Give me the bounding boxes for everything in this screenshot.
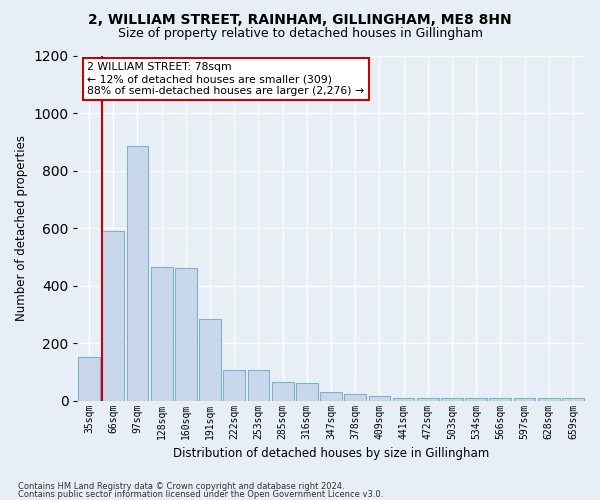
- Text: Contains public sector information licensed under the Open Government Licence v3: Contains public sector information licen…: [18, 490, 383, 499]
- Bar: [272, 382, 293, 400]
- X-axis label: Distribution of detached houses by size in Gillingham: Distribution of detached houses by size …: [173, 447, 489, 460]
- Bar: [344, 394, 366, 400]
- Bar: [199, 318, 221, 400]
- Bar: [78, 358, 100, 401]
- Text: 2 WILLIAM STREET: 78sqm
← 12% of detached houses are smaller (309)
88% of semi-d: 2 WILLIAM STREET: 78sqm ← 12% of detache…: [87, 62, 364, 96]
- Bar: [465, 398, 487, 400]
- Bar: [417, 398, 439, 400]
- Bar: [392, 398, 415, 400]
- Bar: [151, 267, 173, 400]
- Bar: [441, 398, 463, 400]
- Bar: [175, 268, 197, 400]
- Bar: [562, 398, 584, 400]
- Bar: [248, 370, 269, 400]
- Bar: [490, 398, 511, 400]
- Bar: [368, 396, 390, 400]
- Bar: [103, 231, 124, 400]
- Bar: [223, 370, 245, 400]
- Bar: [127, 146, 148, 401]
- Bar: [514, 398, 535, 400]
- Text: Size of property relative to detached houses in Gillingham: Size of property relative to detached ho…: [118, 28, 482, 40]
- Text: Contains HM Land Registry data © Crown copyright and database right 2024.: Contains HM Land Registry data © Crown c…: [18, 482, 344, 491]
- Bar: [296, 382, 318, 400]
- Text: 2, WILLIAM STREET, RAINHAM, GILLINGHAM, ME8 8HN: 2, WILLIAM STREET, RAINHAM, GILLINGHAM, …: [88, 12, 512, 26]
- Bar: [538, 398, 560, 400]
- Bar: [320, 392, 342, 400]
- Y-axis label: Number of detached properties: Number of detached properties: [15, 135, 28, 321]
